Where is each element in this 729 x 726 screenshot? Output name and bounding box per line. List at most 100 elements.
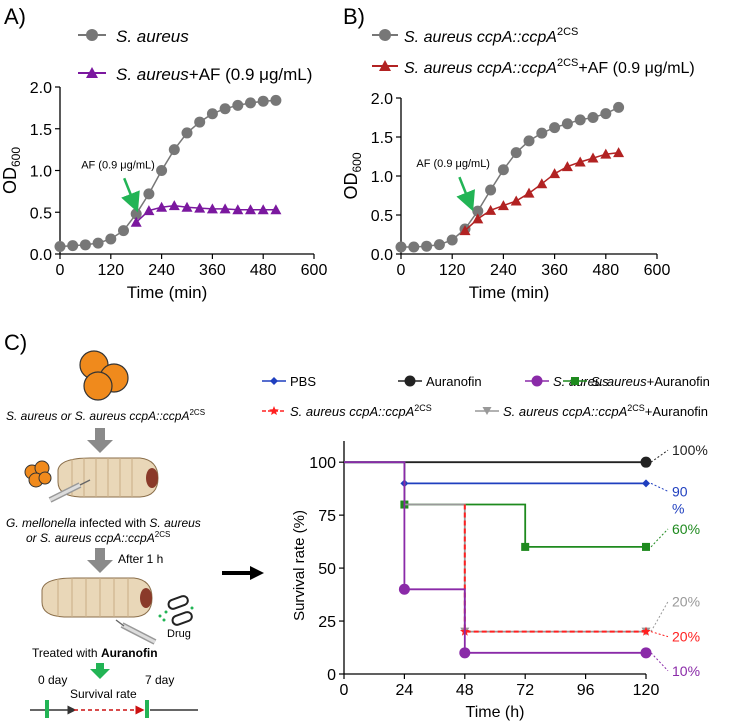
survival-point-2	[642, 542, 650, 551]
x-tick-label-a: 0	[56, 262, 65, 279]
day7-marker	[145, 700, 149, 718]
end-leader-1	[650, 482, 669, 492]
data-point-b-0	[446, 234, 458, 246]
y-tick-label-b: 0.0	[371, 247, 393, 264]
y-tick-label-a: 2.0	[30, 80, 52, 97]
data-point-b-0	[510, 147, 522, 159]
x-tick-label-a: 600	[301, 262, 328, 279]
x-tick-label-c: 96	[577, 682, 595, 699]
panel-label-b: B)	[343, 4, 365, 29]
data-point-b-1	[613, 147, 625, 158]
legend-b-marker-1	[379, 29, 391, 41]
data-point-b-1	[574, 156, 586, 167]
panel-label-c: C)	[4, 330, 27, 355]
survival-point-5	[398, 583, 410, 595]
legend-c-marker-4	[269, 406, 279, 415]
panel-label-a: A)	[4, 4, 26, 29]
data-point-b-1	[497, 200, 509, 211]
down-arrow-icon	[87, 428, 113, 453]
treated-label: Treated with Auranofin	[32, 646, 158, 660]
drug-label: Drug	[167, 628, 191, 640]
chart-b: 0 120 240 360 480 600 0.0 0.5 1.0 1.5 2.0 OD600 Time…	[341, 91, 670, 302]
x-tick-label-a: 480	[250, 262, 277, 279]
legend-c-marker-0	[270, 377, 278, 385]
legend-b: S. aureus ccpA::ccpA2CS S. aureus ccpA::…	[372, 26, 695, 77]
end-label-2: 60%	[672, 521, 700, 537]
x-tick-label-b: 120	[439, 262, 466, 279]
data-point-a-0	[206, 108, 218, 120]
data-point-b-1	[600, 148, 612, 159]
y-tick-label-b: 2.0	[371, 91, 393, 108]
data-point-a-0	[67, 240, 79, 252]
data-point-a-1	[143, 205, 155, 216]
survival-point-1	[642, 479, 650, 488]
survival-point-5	[459, 647, 471, 659]
data-point-a-0	[257, 95, 269, 107]
survival-line-5	[344, 461, 646, 654]
data-point-a-0	[156, 165, 168, 176]
x-tick-label-b: 480	[592, 262, 619, 279]
data-point-a-1	[181, 201, 193, 212]
chart-c: 0 24 48 72 96 120 0 25 50 75 100 Survival rate (%) T…	[291, 441, 708, 721]
x-tick-label-c: 48	[456, 682, 474, 699]
data-point-a-0	[270, 94, 282, 106]
end-label-1: 90	[672, 483, 688, 499]
data-point-b-0	[408, 241, 420, 253]
data-point-a-1	[257, 204, 269, 215]
bacteria-small-icon	[24, 460, 52, 488]
data-point-b-0	[472, 205, 484, 217]
infected-label-1: G. mellonella infected with S. aureus	[6, 516, 201, 530]
data-point-a-1	[194, 202, 206, 213]
strains-label: S. aureus or S. aureus ccpA::ccpA2CS	[6, 408, 205, 423]
end-leader-0	[650, 449, 669, 463]
syringe-icon	[48, 479, 91, 503]
syringe-icon-2	[115, 619, 157, 645]
data-point-b-0	[395, 241, 407, 253]
end-leader-3	[650, 601, 669, 632]
y-tick-label-c: 50	[318, 561, 336, 578]
data-point-b-0	[574, 114, 586, 126]
data-point-b-0	[497, 164, 509, 176]
x-tick-label-b: 600	[644, 262, 671, 279]
capsule-icon	[158, 595, 194, 626]
data-point-b-1	[523, 187, 535, 198]
legend-a: S. aureus S. aureus+AF (0.9 μg/mL)	[78, 27, 312, 84]
data-point-b-0	[421, 240, 433, 252]
x-tick-label-b: 360	[541, 262, 568, 279]
x-tick-label-c: 24	[396, 682, 414, 699]
data-point-a-1	[206, 203, 218, 214]
right-arrow-head-icon	[250, 566, 264, 580]
data-point-b-0	[485, 184, 497, 196]
x-axis-label-a: Time (min)	[127, 283, 208, 302]
end-label-5: 10%	[672, 663, 700, 679]
data-point-b-1	[472, 213, 484, 224]
data-point-b-0	[433, 239, 445, 251]
legend-a-label-2: S. aureus+AF (0.9 μg/mL)	[116, 65, 312, 84]
y-tick-label-b: 0.5	[371, 208, 393, 225]
data-point-a-0	[79, 239, 91, 251]
data-point-a-0	[194, 116, 206, 128]
y-tick-label-c: 25	[318, 614, 336, 631]
larva-icon-2	[41, 577, 153, 618]
y-tick-label-a: 0.5	[30, 205, 52, 222]
survival-line-2	[344, 461, 646, 548]
y-tick-label-a: 1.5	[30, 122, 52, 139]
down-arrow-icon-2	[87, 548, 113, 573]
x-tick-label-c: 72	[516, 682, 534, 699]
y-tick-label-b: 1.5	[371, 130, 393, 147]
legend-c-marker-1	[404, 375, 416, 387]
data-point-a-1	[245, 204, 256, 215]
end-label-1-b: %	[672, 500, 684, 516]
x-tick-label-a: 360	[199, 262, 226, 279]
infected-label-2: or S. aureus ccpA::ccpA2CS	[26, 530, 170, 545]
legend-c-label-5: S. aureus ccpA::ccpA2CS+Auranofin	[503, 403, 708, 419]
annotation-b: AF (0.9 μg/mL)	[416, 158, 490, 170]
legend-b-label-1: S. aureus ccpA::ccpA2CS	[404, 26, 578, 46]
series-line-a-0	[59, 99, 276, 248]
data-point-b-1	[536, 178, 548, 189]
data-point-b-0	[536, 127, 548, 139]
annotation-arrow-a	[121, 177, 140, 213]
data-point-a-0	[245, 97, 256, 109]
series-line-b-0	[401, 106, 619, 248]
